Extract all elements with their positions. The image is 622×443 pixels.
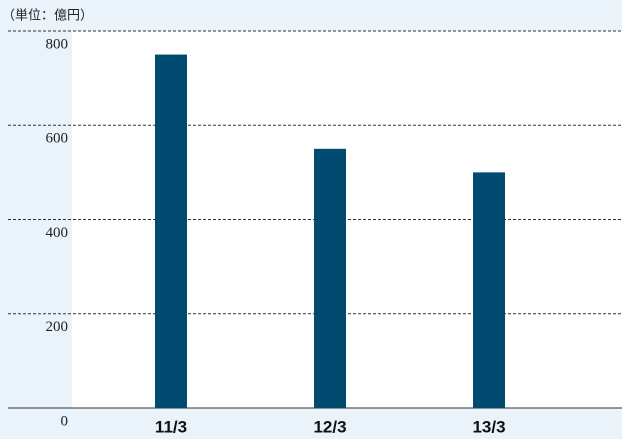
x-tick-label: 13/3: [472, 417, 505, 436]
bar: [314, 148, 346, 408]
y-tick-label: 200: [46, 319, 69, 335]
x-tick-label: 12/3: [313, 417, 346, 436]
bar: [155, 54, 187, 408]
x-tick-label: 11/3: [155, 417, 187, 436]
unit-label: （単位：億円）: [2, 8, 93, 24]
y-tick-label: 400: [46, 225, 69, 241]
y-tick-label: 800: [46, 36, 69, 52]
y-tick-label: 0: [61, 413, 69, 429]
y-tick-label: 600: [46, 131, 69, 147]
bar: [473, 172, 505, 408]
